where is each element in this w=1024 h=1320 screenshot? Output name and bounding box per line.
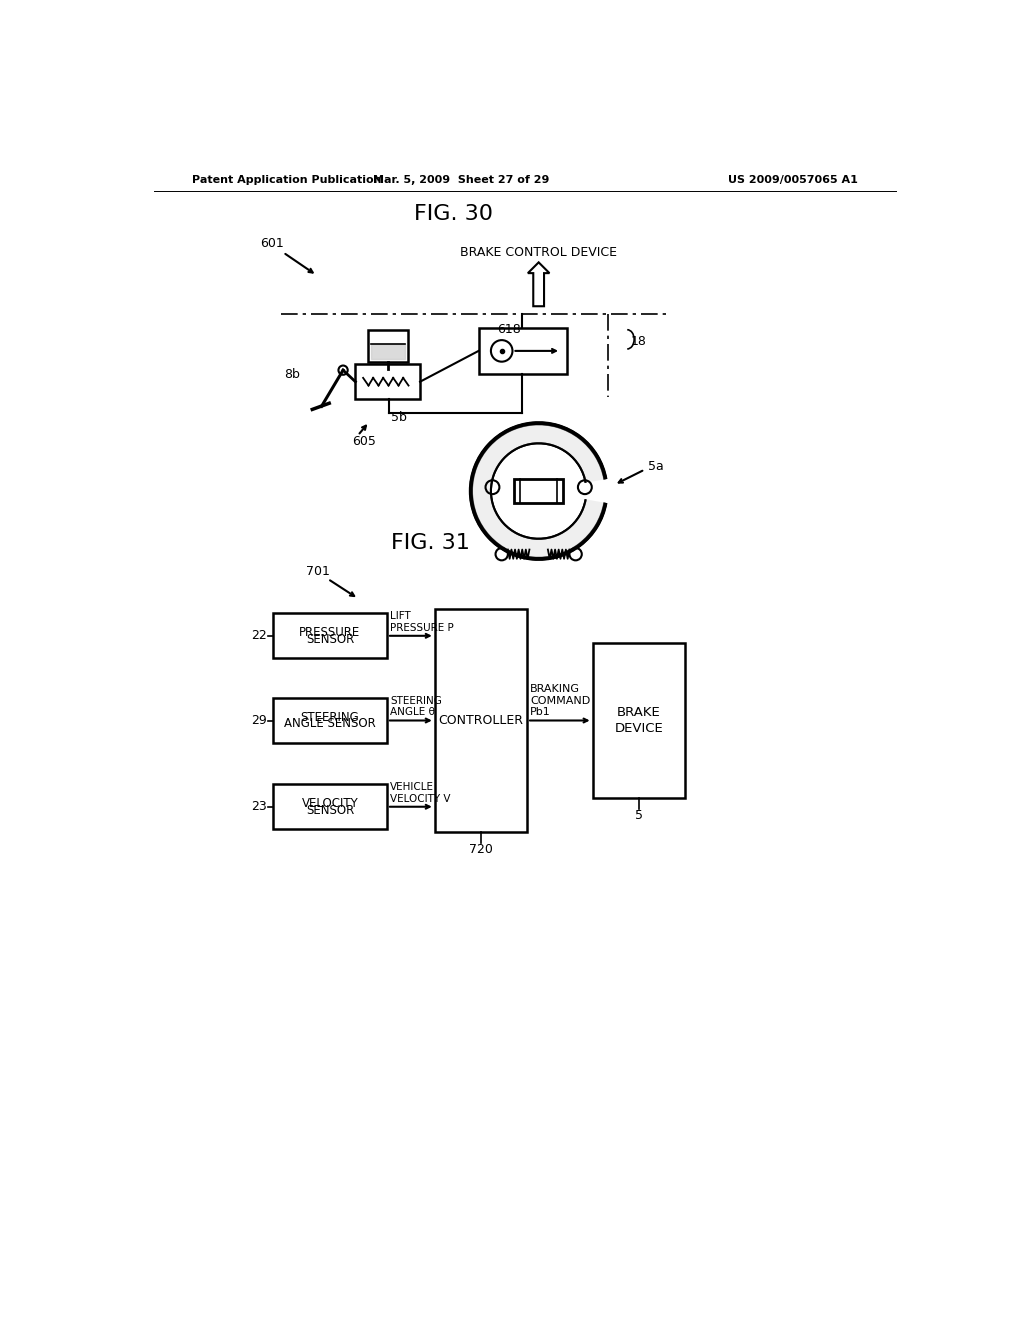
Text: US 2009/0057065 A1: US 2009/0057065 A1 [728, 176, 857, 185]
Text: ANGLE SENSOR: ANGLE SENSOR [284, 718, 376, 730]
Text: 618: 618 [498, 323, 521, 335]
Text: CONTROLLER: CONTROLLER [438, 714, 523, 727]
Bar [355, 364, 420, 399]
Text: BRAKE
DEVICE: BRAKE DEVICE [614, 706, 664, 734]
Text: BRAKING
COMMAND
Pb1: BRAKING COMMAND Pb1 [530, 684, 591, 718]
Text: 8b: 8b [284, 367, 300, 380]
Text: 5b: 5b [390, 412, 407, 425]
Polygon shape [471, 424, 605, 558]
Text: 601: 601 [260, 236, 284, 249]
Text: BRAKE CONTROL DEVICE: BRAKE CONTROL DEVICE [460, 246, 617, 259]
Text: 605: 605 [352, 436, 376, 449]
Text: Mar. 5, 2009  Sheet 27 of 29: Mar. 5, 2009 Sheet 27 of 29 [374, 176, 550, 185]
Bar [273, 614, 387, 659]
Text: STEERING: STEERING [301, 710, 359, 723]
Text: SENSOR: SENSOR [306, 632, 354, 645]
Bar [273, 698, 387, 743]
Text: Patent Application Publication: Patent Application Publication [193, 176, 382, 185]
Text: 5a: 5a [648, 459, 664, 473]
Text: VEHICLE
VELOCITY V: VEHICLE VELOCITY V [390, 781, 451, 804]
Bar [368, 330, 408, 363]
Bar [435, 609, 527, 832]
Text: 29: 29 [251, 714, 267, 727]
Text: 22: 22 [251, 630, 267, 643]
Text: PRESSURE: PRESSURE [299, 626, 360, 639]
Text: FIG. 31: FIG. 31 [391, 533, 470, 553]
Text: LIFT
PRESSURE P: LIFT PRESSURE P [390, 611, 454, 632]
Text: 720: 720 [469, 842, 493, 855]
Text: SENSOR: SENSOR [306, 804, 354, 817]
Text: VELOCITY: VELOCITY [302, 797, 358, 809]
Text: STEERING
ANGLE θ: STEERING ANGLE θ [390, 696, 442, 718]
Text: 23: 23 [251, 800, 267, 813]
Text: FIG. 30: FIG. 30 [415, 203, 494, 224]
Bar [593, 643, 685, 799]
Bar [273, 784, 387, 829]
Polygon shape [528, 263, 550, 306]
Text: 5: 5 [635, 809, 643, 822]
Text: 18: 18 [631, 335, 647, 348]
Text: 701: 701 [306, 565, 330, 578]
Bar [478, 327, 567, 374]
Bar [514, 479, 563, 503]
